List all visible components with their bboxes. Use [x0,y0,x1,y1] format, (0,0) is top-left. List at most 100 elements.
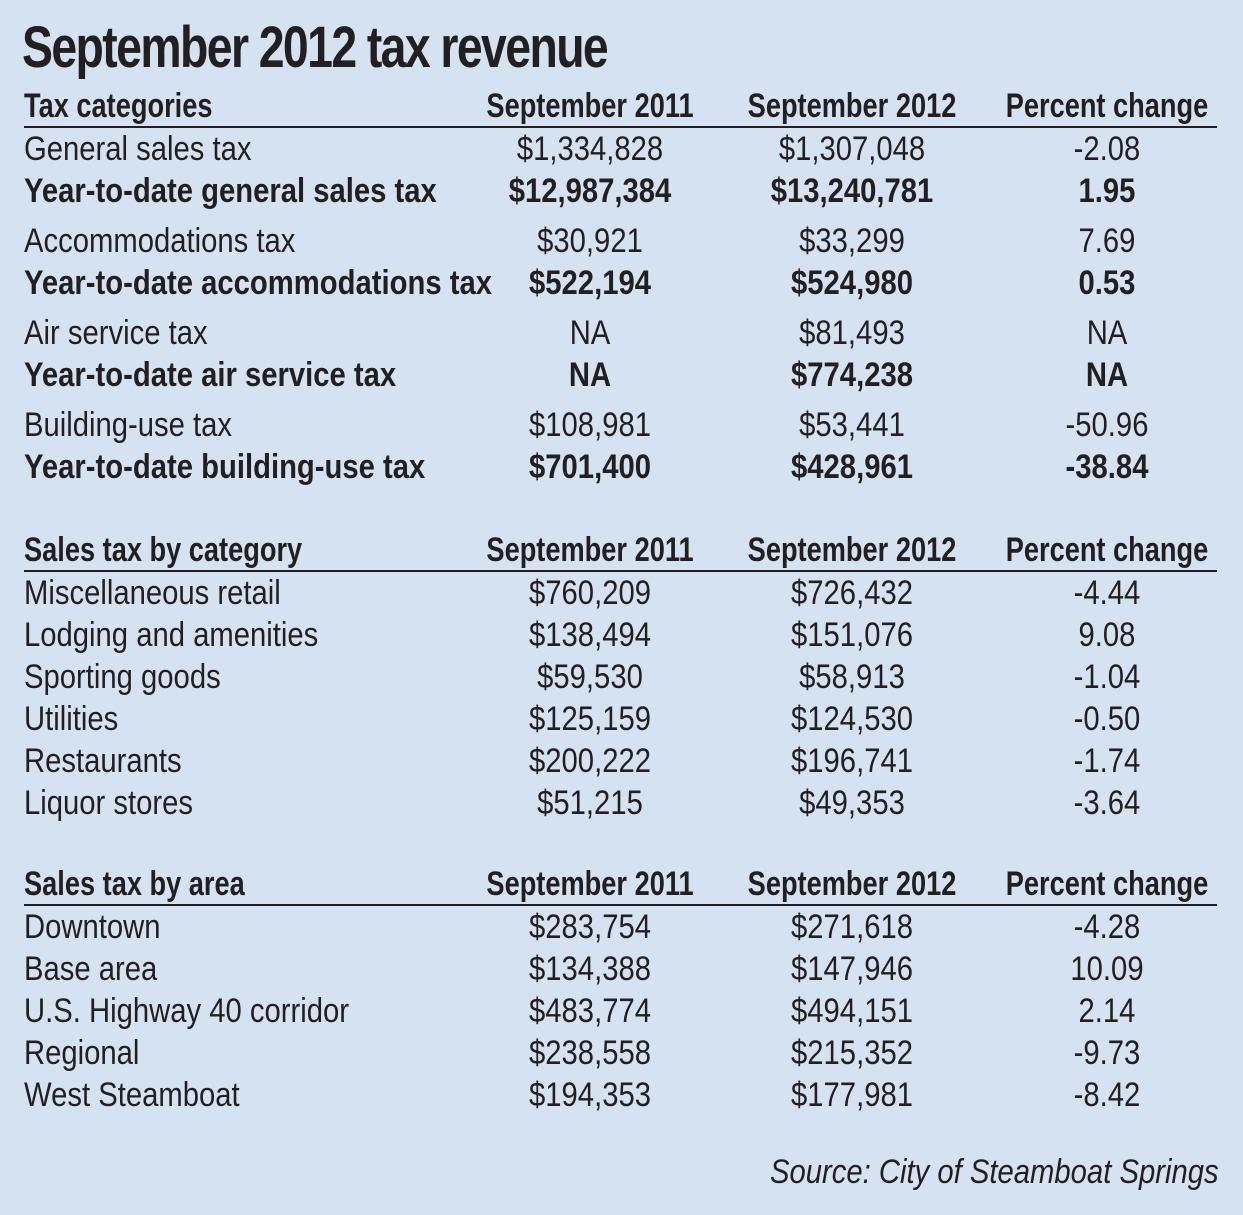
row-label: Liquor stores [24,784,194,822]
table-header: Tax categories September 2011 September … [24,88,1217,128]
percent-change: 2.14 [1078,992,1136,1030]
row-label: Utilities [24,700,119,738]
value-2012: $726,432 [791,574,913,612]
row-label: Air service tax [24,314,208,352]
row-label: Year-to-date general sales tax [24,172,437,210]
table-row: Year-to-date building-use tax $701,400 $… [24,446,1217,488]
table-row: Miscellaneous retail $760,209 $726,432 -… [24,572,1217,614]
table-row: Sporting goods $59,530 $58,913 -1.04 [24,656,1217,698]
header-percent-change: Percent change [1005,865,1209,903]
table-row: Base area $134,388 $147,946 10.09 [24,948,1217,990]
row-label: Year-to-date accommodations tax [24,264,492,302]
value-2012: $58,913 [799,658,905,696]
header-sep-2012: September 2012 [747,865,957,903]
value-2011: $12,987,384 [508,172,672,210]
header-sep-2012: September 2012 [747,531,957,569]
row-label: Year-to-date building-use tax [24,448,426,486]
row-label: Miscellaneous retail [24,574,281,612]
table-row: Downtown $283,754 $271,618 -4.28 [24,906,1217,948]
value-2011: $30,921 [537,222,643,260]
value-2011: $200,222 [529,742,651,780]
value-2011: $194,353 [529,1076,651,1114]
value-2011: $483,774 [529,992,651,1030]
table-row: Lodging and amenities $138,494 $151,076 … [24,614,1217,656]
table-header: Sales tax by area September 2011 Septemb… [24,866,1217,906]
value-2011: $108,981 [529,406,651,444]
header-category: Sales tax by area [24,865,245,903]
percent-change: NA [1086,314,1128,352]
row-label: General sales tax [24,130,252,168]
percent-change: NA [1085,356,1129,394]
value-2011: NA [568,356,612,394]
row-label: Building-use tax [24,406,233,444]
table-row: Building-use tax $108,981 $53,441 -50.96 [24,404,1217,446]
header-category: Sales tax by category [24,531,303,569]
table-row: Year-to-date accommodations tax $522,194… [24,262,1217,304]
value-2012: $124,530 [791,700,913,738]
value-2011: $522,194 [529,264,651,302]
header-category: Tax categories [24,87,213,125]
percent-change: -1.74 [1073,742,1141,780]
value-2012: $271,618 [791,908,913,946]
percent-change: -8.42 [1073,1076,1141,1114]
value-2012: $177,981 [791,1076,913,1114]
row-label: Year-to-date air service tax [24,356,397,394]
percent-change: -0.50 [1073,700,1141,738]
header-sep-2011: September 2011 [486,865,694,903]
row-label: Downtown [24,908,161,946]
value-2011: $138,494 [529,616,651,654]
value-2012: $524,980 [791,264,913,302]
percent-change: 7.69 [1078,222,1136,260]
sales-tax-by-area-table: Sales tax by area September 2011 Septemb… [24,866,1217,1116]
value-2012: $428,961 [791,448,913,486]
row-label: Restaurants [24,742,182,780]
value-2012: $13,240,781 [770,172,934,210]
source-credit: Source: City of Steamboat Springs [770,1153,1219,1191]
table-row: Liquor stores $51,215 $49,353 -3.64 [24,782,1217,824]
percent-change: -2.08 [1073,130,1141,168]
table-row: U.S. Highway 40 corridor $483,774 $494,1… [24,990,1217,1032]
value-2011: $1,334,828 [516,130,664,168]
row-label: U.S. Highway 40 corridor [24,992,350,1030]
table-row: Year-to-date air service tax NA $774,238… [24,354,1217,396]
percent-change: -9.73 [1073,1034,1141,1072]
percent-change: 0.53 [1078,264,1136,302]
value-2011: $760,209 [529,574,651,612]
percent-change: -50.96 [1065,406,1149,444]
value-2011: $283,754 [529,908,651,946]
sales-tax-by-category-table: Sales tax by category September 2011 Sep… [24,532,1217,824]
row-label: Accommodations tax [24,222,296,260]
value-2011: NA [569,314,611,352]
header-percent-change: Percent change [1005,531,1209,569]
percent-change: 9.08 [1078,616,1136,654]
table-row: Accommodations tax $30,921 $33,299 7.69 [24,220,1217,262]
table-row: Regional $238,558 $215,352 -9.73 [24,1032,1217,1074]
value-2011: $51,215 [537,784,643,822]
value-2012: $147,946 [791,950,913,988]
table-row: General sales tax $1,334,828 $1,307,048 … [24,128,1217,170]
value-2012: $81,493 [799,314,905,352]
percent-change: 10.09 [1070,950,1144,988]
row-label: West Steamboat [24,1076,240,1114]
row-label: Lodging and amenities [24,616,319,654]
header-sep-2011: September 2011 [486,531,694,569]
value-2012: $33,299 [799,222,905,260]
percent-change: -4.44 [1073,574,1141,612]
table-row: Restaurants $200,222 $196,741 -1.74 [24,740,1217,782]
percent-change: -3.64 [1073,784,1141,822]
table-row: West Steamboat $194,353 $177,981 -8.42 [24,1074,1217,1116]
value-2012: $494,151 [791,992,913,1030]
percent-change: -1.04 [1073,658,1141,696]
value-2012: $774,238 [791,356,913,394]
value-2012: $53,441 [799,406,905,444]
table-row: Air service tax NA $81,493 NA [24,312,1217,354]
table-row: Utilities $125,159 $124,530 -0.50 [24,698,1217,740]
value-2011: $59,530 [537,658,643,696]
value-2011: $701,400 [529,448,651,486]
table-row: Year-to-date general sales tax $12,987,3… [24,170,1217,212]
value-2012: $196,741 [791,742,913,780]
value-2012: $49,353 [799,784,905,822]
row-label: Regional [24,1034,140,1072]
row-label: Base area [24,950,158,988]
page-title: September 2012 tax revenue [22,15,609,80]
